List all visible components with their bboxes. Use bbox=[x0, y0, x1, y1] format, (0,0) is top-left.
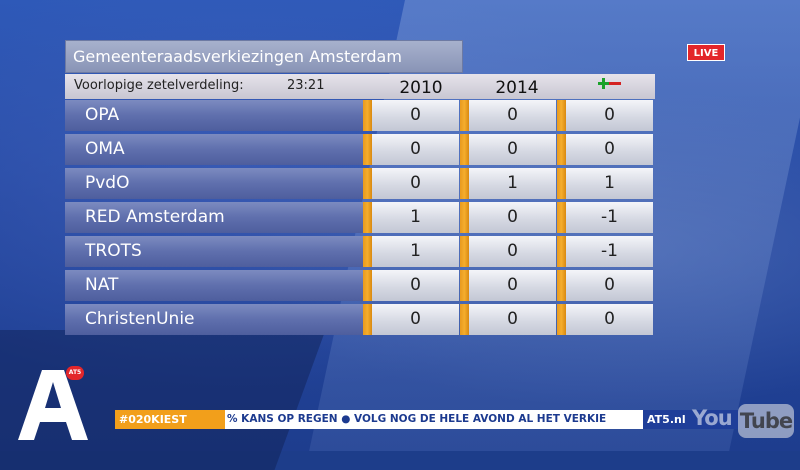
column-separator bbox=[460, 202, 469, 233]
seat-value-delta: 0 bbox=[566, 100, 653, 131]
seat-value-v2014: 0 bbox=[469, 202, 556, 233]
live-badge: LIVE bbox=[687, 44, 725, 61]
seat-value-delta: 0 bbox=[566, 304, 653, 335]
board-title: Gemeenteraadsverkiezingen Amsterdam bbox=[65, 40, 463, 73]
column-separator bbox=[363, 270, 372, 301]
column-separator bbox=[363, 202, 372, 233]
column-separator bbox=[460, 270, 469, 301]
seat-value-v2014: 0 bbox=[469, 270, 556, 301]
youtube-watermark: You Tube bbox=[692, 404, 794, 440]
youtube-you-text: You bbox=[692, 406, 733, 430]
column-separator bbox=[557, 236, 566, 267]
time-label: 23:21 bbox=[287, 78, 325, 93]
column-separator bbox=[363, 168, 372, 199]
party-name: RED Amsterdam bbox=[65, 202, 363, 233]
column-separator bbox=[557, 168, 566, 199]
subtitle-label: Voorlopige zetelverdeling: bbox=[74, 78, 244, 93]
ticker-text: % KANS OP REGEN ● VOLG NOG DE HELE AVOND… bbox=[227, 413, 607, 425]
party-name: OPA bbox=[65, 100, 363, 131]
board-subheader: Voorlopige zetelverdeling: 23:21 bbox=[65, 74, 655, 99]
seat-value-v2010: 0 bbox=[372, 134, 459, 165]
party-name: OMA bbox=[65, 134, 363, 165]
ticker-hashtag: #020KIEST bbox=[115, 410, 225, 429]
seat-value-delta: 1 bbox=[566, 168, 653, 199]
party-name: PvdO bbox=[65, 168, 363, 199]
column-separator bbox=[557, 270, 566, 301]
table-row: PvdO 0 1 1 bbox=[65, 168, 655, 199]
at5-a-logo-icon bbox=[18, 370, 88, 440]
table-row: TROTS 1 0 -1 bbox=[65, 236, 655, 267]
ticker-site: AT5.nl bbox=[643, 410, 755, 429]
column-separator bbox=[460, 100, 469, 131]
seat-value-v2010: 1 bbox=[372, 202, 459, 233]
seat-value-v2014: 0 bbox=[469, 304, 556, 335]
column-header-2014: 2014 bbox=[495, 78, 539, 98]
column-separator bbox=[363, 134, 372, 165]
news-ticker: #020KIEST % KANS OP REGEN ● VOLG NOG DE … bbox=[115, 410, 755, 429]
seat-value-delta: -1 bbox=[566, 202, 653, 233]
table-row: OPA 0 0 0 bbox=[65, 100, 655, 131]
column-separator bbox=[460, 236, 469, 267]
seat-value-v2010: 0 bbox=[372, 168, 459, 199]
seat-value-v2010: 0 bbox=[372, 100, 459, 131]
seat-value-delta: 0 bbox=[566, 270, 653, 301]
column-header-2010: 2010 bbox=[399, 78, 443, 98]
seat-value-v2010: 0 bbox=[372, 304, 459, 335]
column-separator bbox=[460, 168, 469, 199]
column-separator bbox=[460, 134, 469, 165]
table-row: NAT 0 0 0 bbox=[65, 270, 655, 301]
table-row: ChristenUnie 0 0 0 bbox=[65, 304, 655, 335]
seat-value-v2014: 0 bbox=[469, 100, 556, 131]
table-row: OMA 0 0 0 bbox=[65, 134, 655, 165]
column-separator bbox=[557, 202, 566, 233]
seat-value-delta: 0 bbox=[566, 134, 653, 165]
table-row: RED Amsterdam 1 0 -1 bbox=[65, 202, 655, 233]
seat-value-v2010: 1 bbox=[372, 236, 459, 267]
column-separator bbox=[363, 236, 372, 267]
column-separator bbox=[363, 304, 372, 335]
party-name: TROTS bbox=[65, 236, 363, 267]
seat-value-v2014: 1 bbox=[469, 168, 556, 199]
party-name: NAT bbox=[65, 270, 363, 301]
at5-badge: AT5 bbox=[66, 366, 84, 380]
column-separator bbox=[460, 304, 469, 335]
party-name: ChristenUnie bbox=[65, 304, 363, 335]
plus-minus-icon bbox=[598, 78, 621, 89]
column-separator bbox=[557, 304, 566, 335]
seat-value-v2014: 0 bbox=[469, 236, 556, 267]
column-separator bbox=[557, 100, 566, 131]
seat-value-delta: -1 bbox=[566, 236, 653, 267]
column-separator bbox=[557, 134, 566, 165]
youtube-tube-text: Tube bbox=[738, 404, 794, 438]
column-separator bbox=[363, 100, 372, 131]
seat-value-v2014: 0 bbox=[469, 134, 556, 165]
seat-value-v2010: 0 bbox=[372, 270, 459, 301]
